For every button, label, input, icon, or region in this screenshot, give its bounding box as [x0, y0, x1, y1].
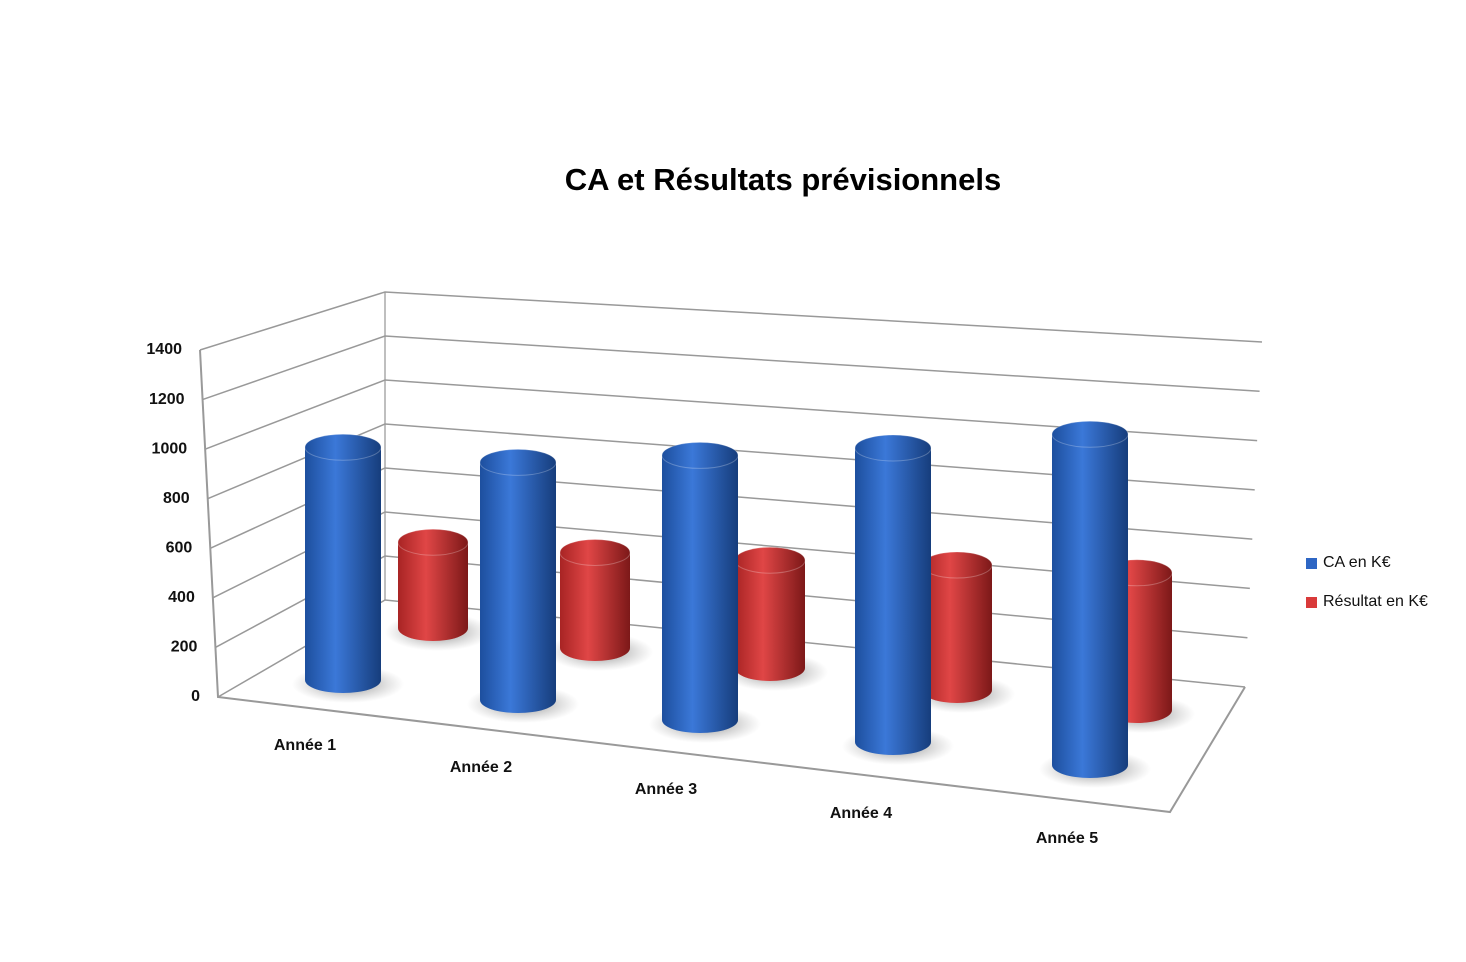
cylinder-top	[734, 546, 806, 574]
cylinder	[662, 455, 738, 733]
x-tick-label: Année 4	[830, 805, 892, 822]
cylinder	[560, 552, 630, 661]
y-tick-label: 400	[168, 589, 195, 606]
grid-line	[204, 379, 1258, 450]
legend-swatch	[1306, 558, 1317, 569]
cylinder-top	[661, 441, 739, 469]
grid-line	[207, 423, 1255, 500]
cylinder-top	[397, 528, 469, 556]
x-tick-label: Année 1	[274, 737, 336, 754]
y-tick-label: 1200	[149, 391, 185, 408]
x-tick-label: Année 2	[450, 759, 512, 776]
grid-line	[209, 467, 1253, 549]
grid-line	[202, 335, 1260, 401]
grid-line	[199, 291, 1263, 351]
axis-wall	[199, 349, 1246, 814]
y-tick-label: 800	[163, 490, 190, 507]
cylinder	[398, 542, 468, 641]
y-tick-label: 600	[166, 540, 193, 557]
legend-swatch	[1306, 597, 1317, 608]
y-tick-label: 200	[171, 639, 198, 656]
cylinder	[1052, 434, 1128, 778]
cylinder-top	[479, 448, 557, 476]
x-tick-label: Année 5	[1036, 830, 1098, 847]
cylinder-top	[559, 538, 631, 566]
cylinder	[855, 448, 931, 755]
cylinder-top	[854, 434, 932, 462]
y-tick-label: 0	[191, 688, 200, 705]
y-tick-label: 1400	[146, 341, 182, 358]
cylinder-top	[1051, 420, 1129, 448]
y-tick-label: 1000	[152, 440, 188, 457]
legend-label: CA en K€	[1323, 554, 1391, 571]
cylinder	[480, 462, 556, 713]
cylinder	[305, 447, 381, 693]
cylinder	[922, 565, 992, 703]
cylinder	[735, 560, 805, 681]
cylinder-top	[304, 433, 382, 461]
legend-label: Résultat en K€	[1323, 593, 1428, 610]
x-tick-label: Année 3	[635, 781, 697, 798]
cylinder-top	[921, 551, 993, 579]
chart-title: CA et Résultats prévisionnels	[565, 162, 1001, 197]
